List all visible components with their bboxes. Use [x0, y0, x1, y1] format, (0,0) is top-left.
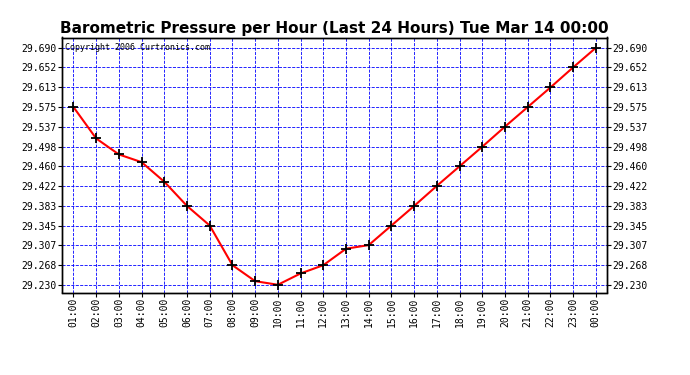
Title: Barometric Pressure per Hour (Last 24 Hours) Tue Mar 14 00:00: Barometric Pressure per Hour (Last 24 Ho…: [60, 21, 609, 36]
Text: Copyright 2006 Curtronics.com: Copyright 2006 Curtronics.com: [65, 43, 210, 52]
